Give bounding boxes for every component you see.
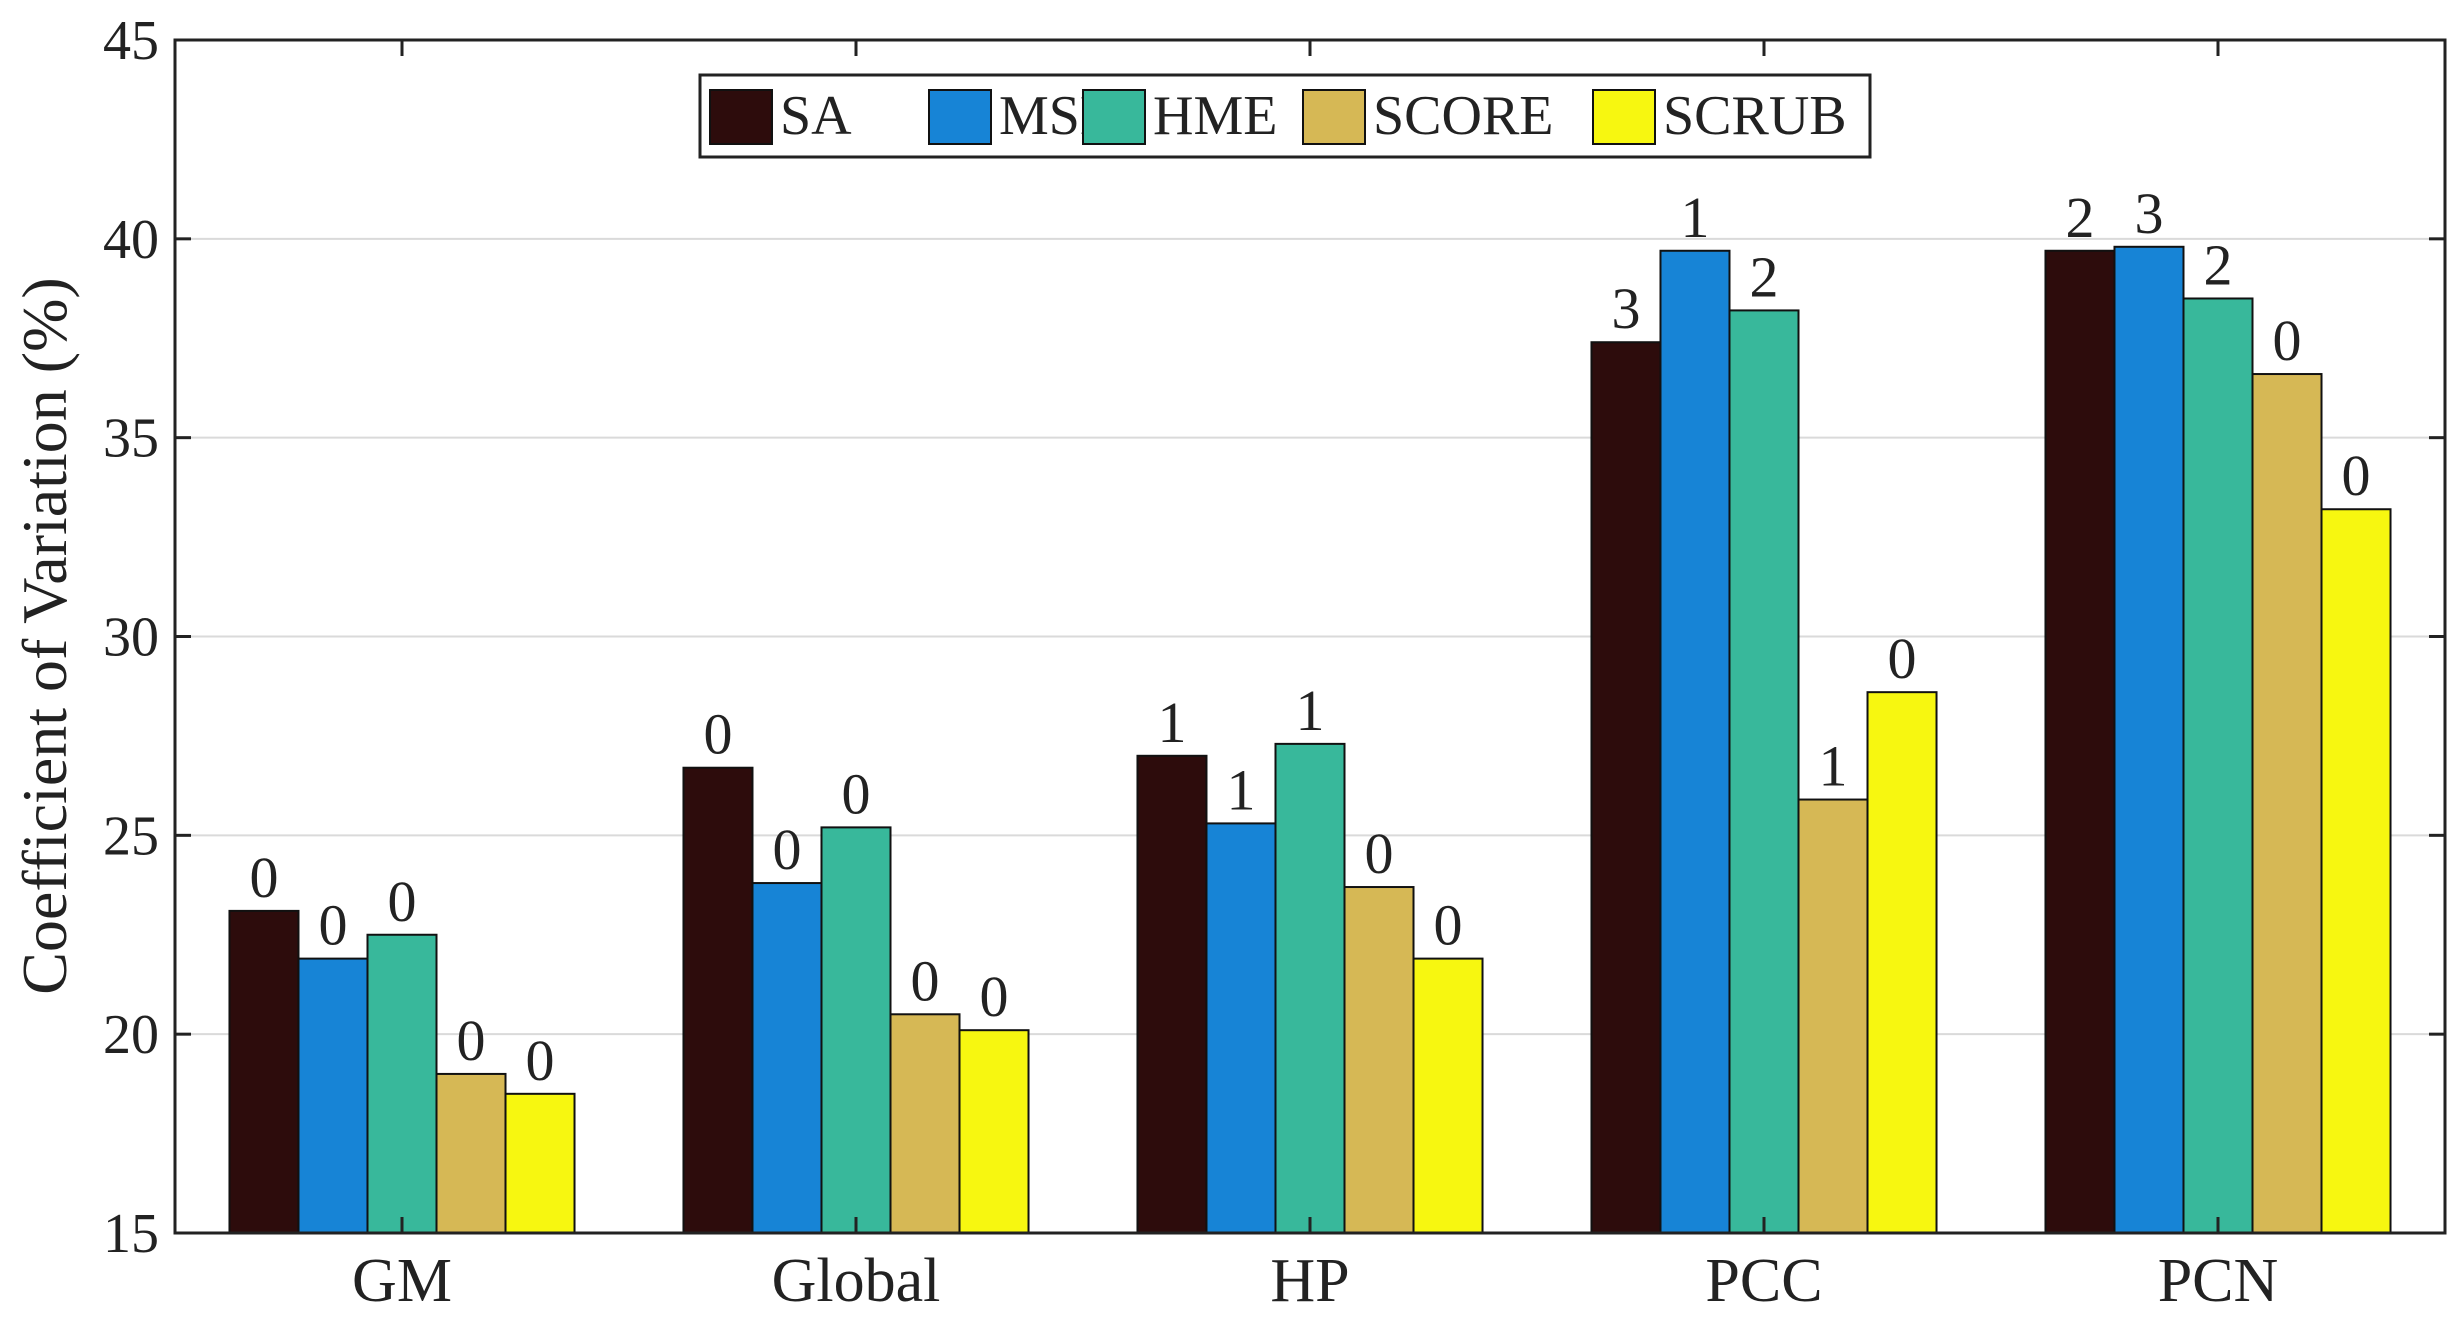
bar-value-label: 0 <box>388 869 417 934</box>
legend-swatch-scrub <box>1592 89 1656 145</box>
bar-value-label: 0 <box>457 1008 486 1073</box>
x-tick-label: PCN <box>2158 1247 2279 1315</box>
y-tick-label: 25 <box>103 805 159 867</box>
bar-value-label: 0 <box>842 761 871 826</box>
bar-value-label: 3 <box>1611 276 1640 341</box>
legend: SA MSD HME SCORE SCRUB <box>698 73 1872 159</box>
bar-scrub-pcn <box>2320 508 2392 1235</box>
bar-msd-pcn <box>2113 245 2185 1234</box>
bar-hme-pcc <box>1728 309 1800 1234</box>
bar-msd-global <box>751 882 823 1234</box>
bar-value-label: 0 <box>980 964 1009 1029</box>
bar-value-label: 0 <box>318 893 347 958</box>
bar-score-global <box>889 1013 961 1234</box>
legend-items: SA MSD HME SCORE SCRUB <box>709 85 1847 147</box>
bar-scrub-gm <box>504 1092 576 1234</box>
bar-sa-global <box>682 766 754 1234</box>
y-axis-label: Coefficient of Variation (%) <box>9 277 80 994</box>
legend-label: SCORE <box>1373 85 1554 147</box>
bar-scrub-hp <box>1412 957 1484 1234</box>
x-tick-label: HP <box>1270 1247 1349 1315</box>
bar-sa-pcn <box>2044 249 2116 1235</box>
bar-value-label: 0 <box>1365 821 1394 886</box>
bar-score-pcn <box>2251 373 2323 1235</box>
bar-value-label: 2 <box>2204 232 2233 297</box>
y-tick-label: 45 <box>103 10 159 72</box>
bar-value-label: 0 <box>2342 443 2371 508</box>
axis-ticks <box>175 38 2445 1235</box>
bar-value-label: 0 <box>703 702 732 767</box>
bar-hme-global <box>820 826 892 1234</box>
bar-scrub-pcc <box>1866 691 1938 1234</box>
legend-box <box>698 73 1872 159</box>
bar-scrub-global <box>958 1029 1030 1234</box>
bar-value-label: 0 <box>772 817 801 882</box>
bar-hme-gm <box>366 933 438 1234</box>
legend-swatch-score <box>1302 89 1366 145</box>
bar-hme-pcn <box>2182 297 2254 1234</box>
bar-msd-pcc <box>1659 249 1731 1235</box>
bar-value-label: 2 <box>1750 244 1779 309</box>
bar-msd-gm <box>297 957 369 1234</box>
legend-label: SCRUB <box>1663 85 1847 147</box>
y-tick-label: 15 <box>103 1203 159 1265</box>
legend-label: HME <box>1153 85 1277 147</box>
y-tick-label: 40 <box>103 209 159 271</box>
bar-hme-hp <box>1274 742 1346 1234</box>
bar-score-hp <box>1343 886 1415 1235</box>
y-tick-label: 20 <box>103 1004 159 1066</box>
bar-value-label: 1 <box>1680 185 1709 250</box>
bar-value-label: 1 <box>1157 690 1186 755</box>
x-tick-label: GM <box>352 1247 452 1315</box>
legend-label: SA <box>780 85 852 147</box>
bar-value-label: 1 <box>1296 678 1325 743</box>
bar-value-label: 0 <box>1888 626 1917 691</box>
x-tick-labels: GM Global HP PCC PCN <box>352 1247 2278 1315</box>
bar-msd-hp <box>1205 822 1277 1234</box>
bar-value-label: 1 <box>1226 757 1255 822</box>
bar-value-label: 2 <box>2065 185 2094 250</box>
bar-value-label: 0 <box>249 845 278 910</box>
bar-value-label: 3 <box>2134 181 2163 246</box>
legend-swatch-sa <box>709 89 773 145</box>
bar-value-label: 1 <box>1819 734 1848 799</box>
legend-swatch-hme <box>1082 89 1146 145</box>
bars <box>228 245 2392 1235</box>
bar-sa-gm <box>228 909 300 1234</box>
bar-sa-pcc <box>1590 341 1662 1234</box>
bar-value-label: 0 <box>2273 308 2302 373</box>
bar-score-pcc <box>1797 798 1869 1234</box>
y-tick-label: 35 <box>103 408 159 470</box>
bar-value-label: 0 <box>911 948 940 1013</box>
bar-value-label: 0 <box>1434 893 1463 958</box>
bar-sa-hp <box>1136 754 1208 1234</box>
y-tick-label: 30 <box>103 607 159 669</box>
bar-value-label: 0 <box>526 1028 555 1093</box>
x-tick-label: PCC <box>1705 1247 1822 1315</box>
x-tick-label: Global <box>772 1247 941 1315</box>
bar-score-gm <box>435 1072 507 1235</box>
legend-swatch-msd <box>928 89 992 145</box>
y-tick-labels: 15 20 25 30 35 40 45 <box>103 10 159 1265</box>
